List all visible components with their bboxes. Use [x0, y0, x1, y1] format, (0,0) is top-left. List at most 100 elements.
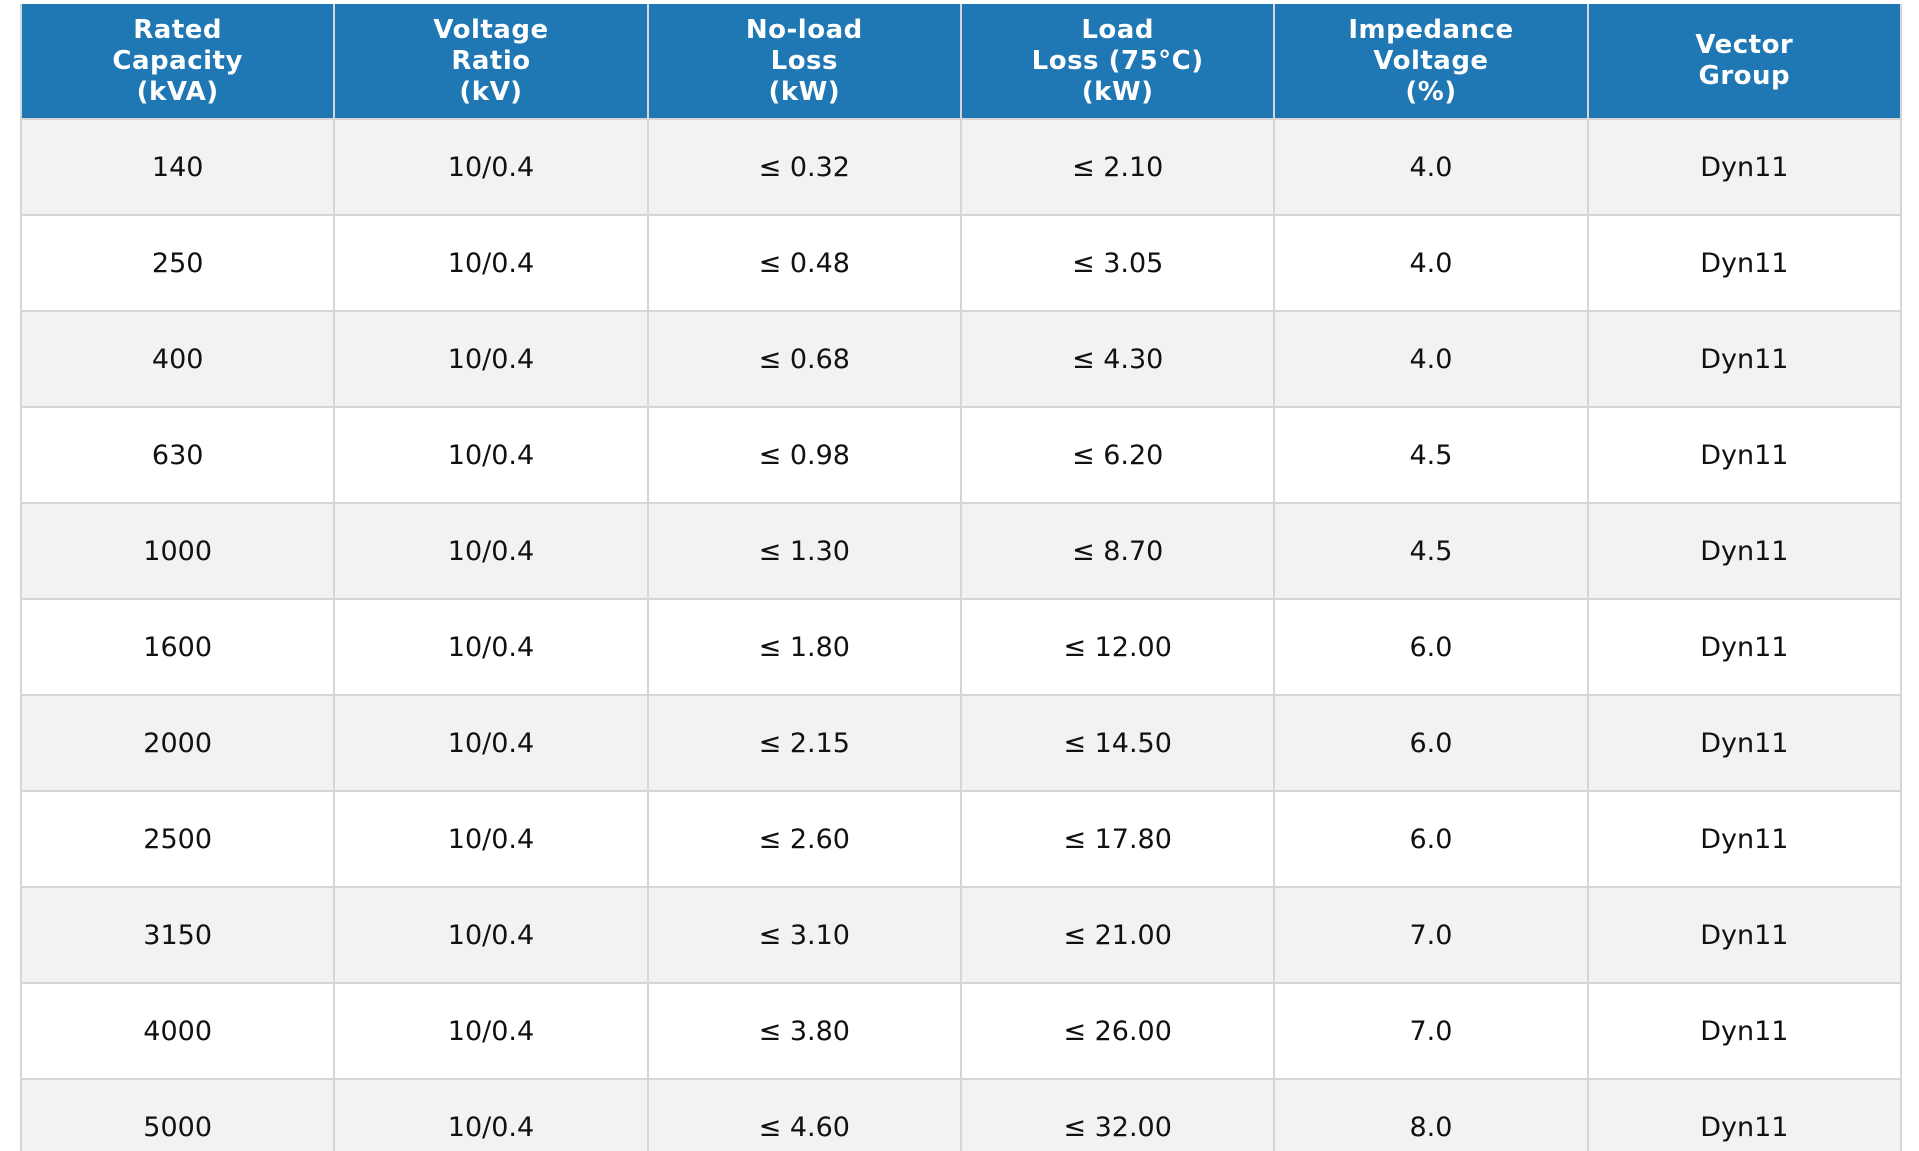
table-cell: 1600 [19, 598, 336, 696]
header-text: Loss [770, 45, 839, 76]
table-cell: ≤ 1.30 [646, 502, 962, 600]
table-cell: ≤ 3.80 [646, 982, 962, 1080]
header-row: Rated Capacity (kVA) Voltage Ratio (kV) No-loa… [19, 4, 1903, 120]
table-cell: 1000 [19, 502, 336, 600]
table-cell: 6.0 [1273, 790, 1589, 888]
table-cell: ≤ 2.60 [646, 790, 962, 888]
header-text: (kV) [459, 76, 523, 107]
table-row: 4000 10/0.4 ≤ 3.80 ≤ 26.00 7.0 Dyn11 [19, 982, 1903, 1080]
header-text: Voltage [433, 14, 549, 45]
header-text: Load [1081, 14, 1154, 45]
header-text: Impedance [1348, 14, 1514, 45]
table-cell: ≤ 3.05 [959, 214, 1276, 312]
header-cell: Vector Group [1586, 4, 1903, 120]
table-cell: 10/0.4 [333, 1078, 649, 1151]
header-text: No-load [745, 14, 863, 45]
table-cell: 10/0.4 [333, 694, 649, 792]
table-cell: ≤ 1.80 [646, 598, 962, 696]
table-row: 630 10/0.4 ≤ 0.98 ≤ 6.20 4.5 Dyn11 [19, 406, 1903, 504]
table-cell: 6.0 [1273, 598, 1589, 696]
table-cell: 4.5 [1273, 406, 1589, 504]
table-cell: ≤ 17.80 [959, 790, 1276, 888]
table-cell: 400 [19, 310, 336, 408]
table-cell: 5000 [19, 1078, 336, 1151]
header-cell: No-load Loss (kW) [646, 4, 962, 120]
spec-table: Rated Capacity (kVA) Voltage Ratio (kV) No-loa… [19, 4, 1903, 1151]
header-text: (%) [1405, 76, 1457, 107]
table-cell: 7.0 [1273, 982, 1589, 1080]
table-cell: 2500 [19, 790, 336, 888]
table-cell: 140 [19, 118, 336, 216]
table-cell: Dyn11 [1586, 406, 1903, 504]
table-cell: ≤ 8.70 [959, 502, 1276, 600]
table-cell: ≤ 0.32 [646, 118, 962, 216]
table-cell: Dyn11 [1586, 598, 1903, 696]
table-cell: Dyn11 [1586, 502, 1903, 600]
table-cell: Dyn11 [1586, 790, 1903, 888]
table-row: 1600 10/0.4 ≤ 1.80 ≤ 12.00 6.0 Dyn11 [19, 598, 1903, 696]
header-text: (kVA) [136, 76, 219, 107]
table-cell: ≤ 2.10 [959, 118, 1276, 216]
header-cell: Impedance Voltage (%) [1273, 4, 1589, 120]
table-cell: 10/0.4 [333, 118, 649, 216]
table-cell: 10/0.4 [333, 406, 649, 504]
table-cell: 630 [19, 406, 336, 504]
table-cell: 4.5 [1273, 502, 1589, 600]
header-text: Rated [133, 14, 223, 45]
table-cell: 3150 [19, 886, 336, 984]
header-text: Vector [1695, 30, 1794, 60]
table-cell: ≤ 26.00 [959, 982, 1276, 1080]
header-cell: Rated Capacity (kVA) [19, 4, 336, 120]
header-text: (kW) [768, 76, 841, 107]
table-cell: 10/0.4 [333, 982, 649, 1080]
table-cell: ≤ 0.98 [646, 406, 962, 504]
table-cell: 10/0.4 [333, 790, 649, 888]
header-text: Voltage [1373, 45, 1489, 76]
table-cell: Dyn11 [1586, 886, 1903, 984]
table-cell: 2000 [19, 694, 336, 792]
table-cell: ≤ 0.48 [646, 214, 962, 312]
table-cell: 8.0 [1273, 1078, 1589, 1151]
table-cell: 4.0 [1273, 118, 1589, 216]
table-cell: 4.0 [1273, 310, 1589, 408]
table-cell: ≤ 32.00 [959, 1078, 1276, 1151]
table-cell: Dyn11 [1586, 118, 1903, 216]
table-cell: 6.0 [1273, 694, 1589, 792]
table-row: 250 10/0.4 ≤ 0.48 ≤ 3.05 4.0 Dyn11 [19, 214, 1903, 312]
table-cell: 4000 [19, 982, 336, 1080]
table-cell: Dyn11 [1586, 310, 1903, 408]
table-cell: 10/0.4 [333, 598, 649, 696]
table-cell: ≤ 6.20 [959, 406, 1276, 504]
table-row: 1000 10/0.4 ≤ 1.30 ≤ 8.70 4.5 Dyn11 [19, 502, 1903, 600]
header-text: (kW) [1081, 76, 1154, 107]
table-row: 140 10/0.4 ≤ 0.32 ≤ 2.10 4.0 Dyn11 [19, 118, 1903, 216]
table-cell: 10/0.4 [333, 214, 649, 312]
table-cell: 10/0.4 [333, 310, 649, 408]
table-cell: 10/0.4 [333, 502, 649, 600]
table-cell: ≤ 0.68 [646, 310, 962, 408]
table-cell: ≤ 14.50 [959, 694, 1276, 792]
table-cell: 250 [19, 214, 336, 312]
table-cell: Dyn11 [1586, 982, 1903, 1080]
table-cell: Dyn11 [1586, 1078, 1903, 1151]
header-text: Ratio [451, 45, 531, 76]
table-cell: 7.0 [1273, 886, 1589, 984]
table-cell: ≤ 21.00 [959, 886, 1276, 984]
header-cell: Voltage Ratio (kV) [333, 4, 649, 120]
table-cell: 4.0 [1273, 214, 1589, 312]
header-text: Loss (75°C) [1031, 45, 1204, 76]
header-cell: Load Loss (75°C) (kW) [959, 4, 1276, 120]
header-text: Capacity [112, 45, 243, 76]
table-cell: 10/0.4 [333, 886, 649, 984]
header-text: Group [1698, 61, 1791, 91]
table-cell: Dyn11 [1586, 694, 1903, 792]
table-cell: ≤ 4.30 [959, 310, 1276, 408]
table-row: 5000 10/0.4 ≤ 4.60 ≤ 32.00 8.0 Dyn11 [19, 1078, 1903, 1151]
table-row: 2500 10/0.4 ≤ 2.60 ≤ 17.80 6.0 Dyn11 [19, 790, 1903, 888]
table-body: 140 10/0.4 ≤ 0.32 ≤ 2.10 4.0 Dyn11 250 10/0.4 ≤ … [19, 118, 1903, 1151]
table-cell: ≤ 3.10 [646, 886, 962, 984]
table-row: 3150 10/0.4 ≤ 3.10 ≤ 21.00 7.0 Dyn11 [19, 886, 1903, 984]
table-row: 400 10/0.4 ≤ 0.68 ≤ 4.30 4.0 Dyn11 [19, 310, 1903, 408]
table-cell: ≤ 2.15 [646, 694, 962, 792]
